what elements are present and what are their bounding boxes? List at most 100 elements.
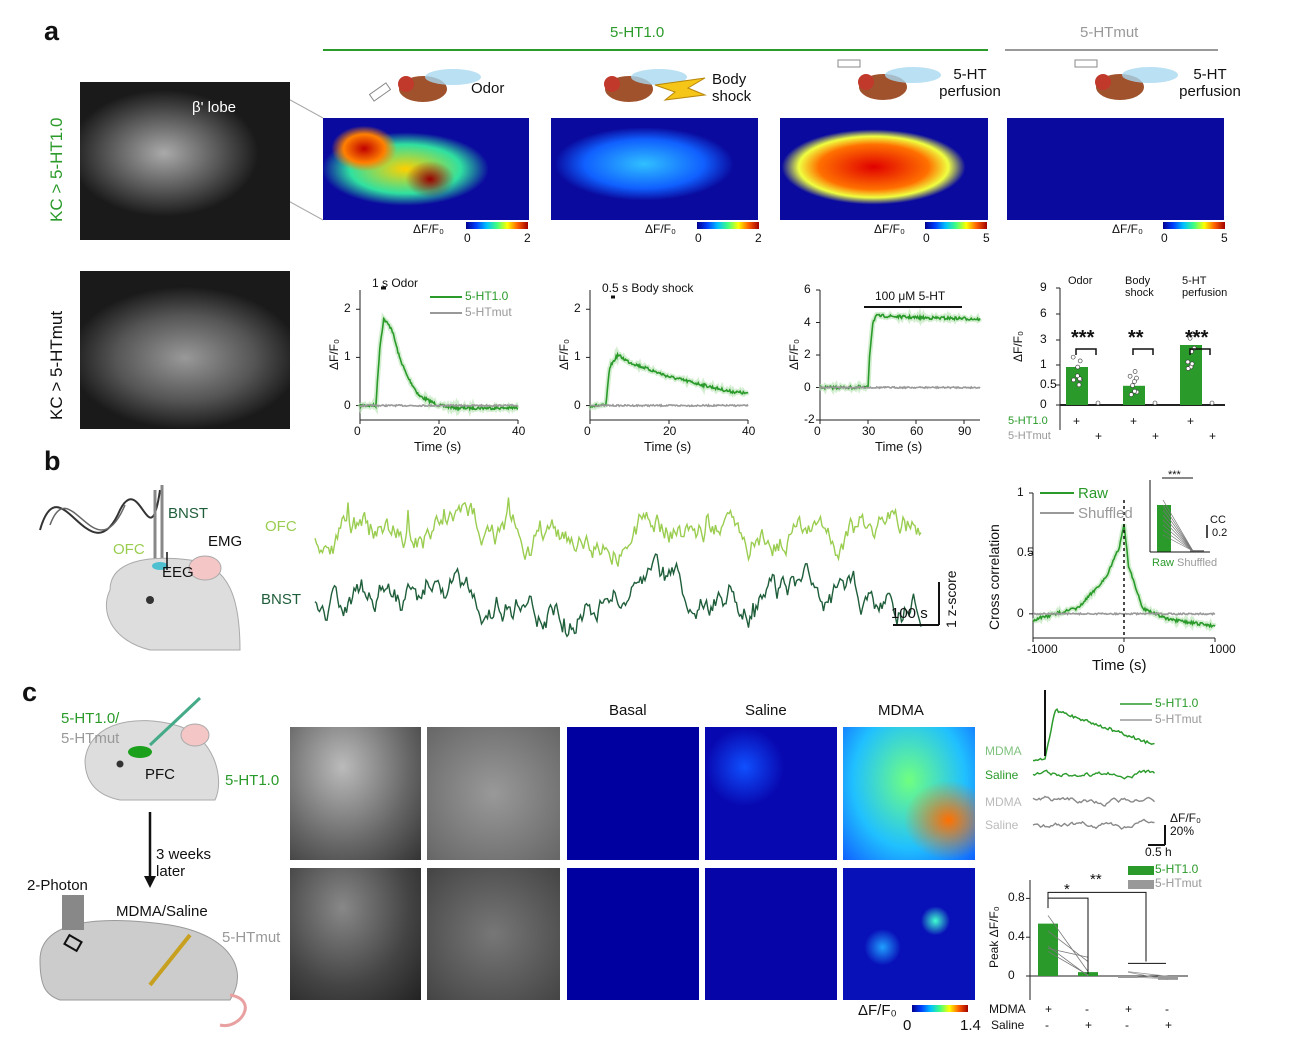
x-axis-label: Time (s) — [414, 439, 462, 454]
x-tick-label: 30 — [862, 424, 876, 438]
trace-label-mdma-5htmut: MDMA — [985, 795, 1022, 809]
data-point — [1190, 331, 1195, 337]
row-label-5htmut: 5-HTmut — [222, 929, 281, 946]
series-5-HT1.0 — [820, 313, 981, 391]
sig-bracket-single — [1047, 897, 1089, 975]
mdma-5htmut — [843, 868, 975, 1000]
x-tick-label: 0 — [584, 424, 591, 438]
cc-xlabel: Time (s) — [1092, 657, 1147, 674]
data-point — [1187, 335, 1193, 341]
cc-ylabel: Cross correlation — [986, 524, 1002, 630]
heatmap-5ht-perfusion — [780, 118, 988, 220]
pair-line — [1047, 915, 1089, 972]
colorbar-label: ΔF/F₀ — [413, 222, 444, 236]
colorbar-label: ΔF/F₀ — [874, 222, 905, 236]
colorbar — [697, 222, 759, 229]
saline-sign: - — [1125, 1018, 1129, 1032]
saline-5htmut — [705, 868, 837, 1000]
significance-label: *** — [1071, 327, 1095, 349]
mdma-sign: + — [1125, 1002, 1133, 1016]
y-tick-label: 0.4 — [1008, 929, 1025, 944]
stimulus-body-shock: Body shock — [712, 71, 752, 105]
inset-cc-value: 0.2 — [1212, 527, 1228, 539]
colorbar-min: 0 — [1161, 231, 1168, 245]
fov-5htmut — [290, 868, 421, 1000]
pair-line — [1047, 947, 1089, 958]
data-point — [1185, 359, 1191, 365]
saline-sign: - — [1045, 1018, 1049, 1032]
x-axis-label: Time (s) — [875, 439, 923, 454]
injection-label-5ht10: 5-HT1.0/ — [61, 710, 120, 727]
scale-zscore: 1 z-score — [943, 570, 959, 628]
y-tick-label: 0 — [574, 397, 581, 412]
col-saline: Saline — [745, 702, 787, 719]
mdma-5ht10 — [843, 727, 975, 860]
significance-label: ** — [1128, 327, 1144, 349]
heatmap-body-shock — [551, 118, 758, 220]
y-axis-label: ΔF/F₀ — [327, 339, 341, 370]
wait-label: 3 weeks later — [156, 846, 212, 880]
inset-bar-raw — [1157, 505, 1171, 552]
colorbar-max: 2 — [755, 231, 762, 245]
x-axis-label: Time (s) — [644, 439, 692, 454]
significance-label: ** — [1090, 870, 1102, 888]
colorbar-max: 5 — [1221, 231, 1228, 245]
col-basal: Basal — [609, 702, 647, 719]
mouse-eye-icon — [116, 760, 124, 768]
sig-bracket — [1075, 348, 1097, 355]
c-scale-y: ΔF/F₀ 20% — [1170, 811, 1201, 839]
y-tick-label: 0.5 — [1040, 377, 1057, 391]
objective-icon — [62, 895, 84, 930]
pair-line — [1047, 930, 1089, 962]
panel-label-b: b — [44, 446, 61, 476]
basal-5ht10 — [567, 727, 699, 860]
bar-5ht10 — [1066, 367, 1088, 405]
sig-bracket — [1132, 348, 1154, 355]
data-point — [1071, 377, 1076, 383]
c-legend-5htmut: 5-HTmut — [1155, 712, 1202, 726]
legend-raw: Raw — [1078, 485, 1109, 502]
beta-lobe-label: β' lobe — [192, 99, 237, 116]
plus-5htmut: + — [1152, 429, 1160, 443]
legend-shuffled: Shuffled — [1078, 505, 1133, 522]
window-icon — [63, 933, 83, 953]
legend-5ht10: 5-HT1.0 — [465, 289, 509, 303]
row-label-5ht10: 5-HT1.0 — [225, 772, 280, 789]
mdma-sign: - — [1085, 1002, 1089, 1016]
brain-region-icon — [152, 562, 168, 570]
stimulus-5ht-perfusion-mut: 5-HT perfusion — [1179, 66, 1241, 100]
error-band — [818, 307, 983, 395]
error-band — [587, 345, 750, 411]
bar-legend-5ht10: 5-HT1.0 — [1155, 862, 1199, 876]
data-point — [1132, 379, 1137, 384]
colorbar-label: ΔF/F₀ — [1112, 222, 1143, 236]
y-tick-label: 0.8 — [1008, 890, 1025, 905]
data-point — [1152, 400, 1158, 406]
data-point — [1209, 400, 1215, 406]
fly-eye-icon — [398, 76, 414, 92]
row-label-kc-5ht10: KC > 5-HT1.0 — [47, 117, 66, 222]
bar-5ht10 — [1180, 345, 1202, 405]
perfusion-stim-label: 100 μM 5-HT — [875, 289, 946, 303]
inset-pair-line — [1162, 519, 1194, 552]
inset-pair-line — [1162, 504, 1194, 552]
trace-saline-5htmut — [1032, 818, 1155, 830]
bar — [1158, 976, 1178, 980]
fly-eye-icon — [604, 76, 620, 92]
inset-bar-shuffled — [1190, 550, 1204, 552]
y-tick-label: 1 — [1017, 485, 1024, 499]
colorbar — [466, 222, 528, 229]
heatmap-5htmut — [1007, 118, 1224, 220]
data-point — [1185, 366, 1191, 371]
x-tick-label: 20 — [663, 424, 677, 438]
fov-5ht10 — [290, 727, 421, 860]
error-band — [357, 312, 520, 417]
data-point — [1128, 392, 1134, 397]
fly-wing-icon — [425, 69, 481, 85]
drug-label: MDMA/Saline — [116, 903, 208, 920]
colorbar-c-label: ΔF/F₀ — [858, 1002, 897, 1019]
bar-5ht10 — [1123, 385, 1145, 405]
mdma-sign: + — [1045, 1002, 1053, 1016]
bar — [1038, 923, 1058, 976]
